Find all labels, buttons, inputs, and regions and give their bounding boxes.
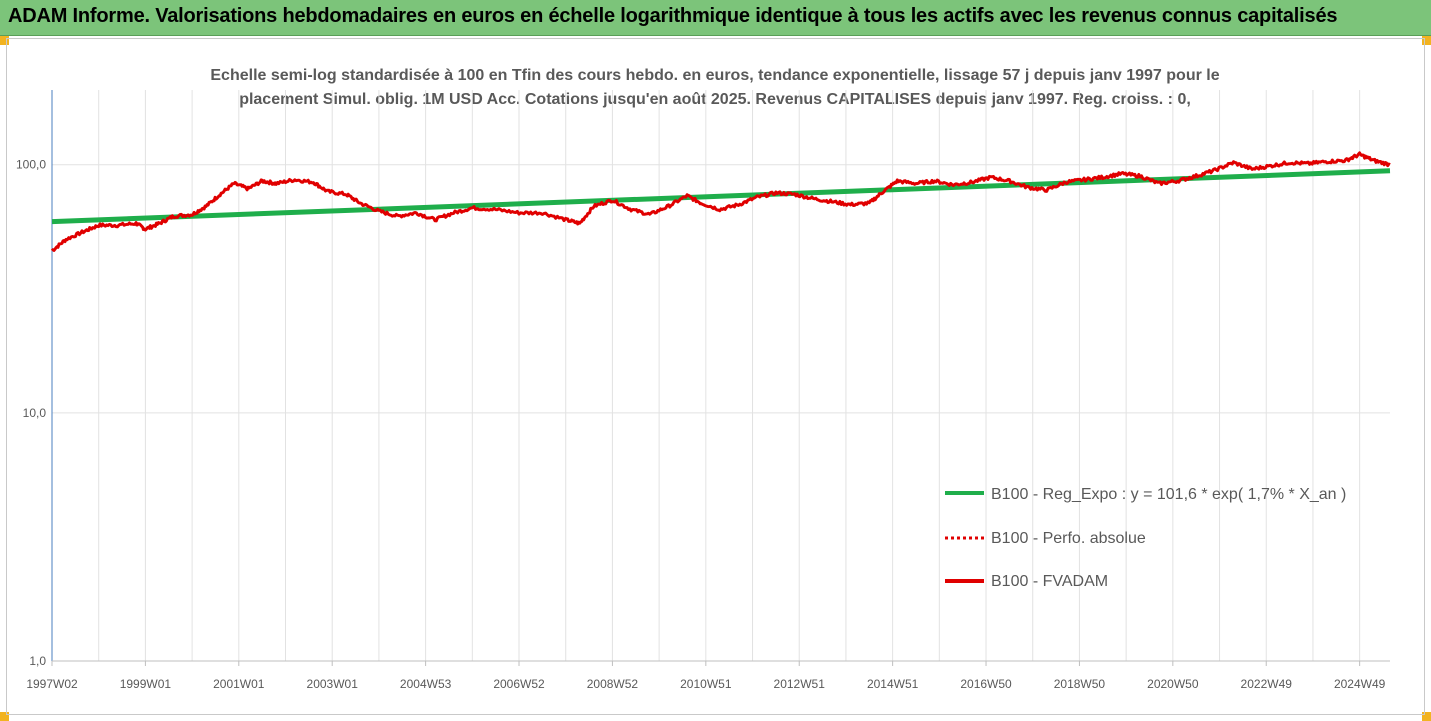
banner-title: ADAM Informe. Valorisations hebdomadaire…: [8, 5, 1338, 27]
corner-marker-bottom-left: [0, 712, 9, 721]
x-tick-label: 2014W51: [867, 677, 919, 691]
x-tick-label: 2018W50: [1054, 677, 1106, 691]
y-tick-label: 100,0: [16, 158, 46, 172]
x-tick-label: 1999W01: [120, 677, 172, 691]
x-tick-label: 2024W49: [1334, 677, 1386, 691]
chart-frame: [6, 38, 1425, 715]
x-tick-label: 2012W51: [774, 677, 826, 691]
axis-layer: 1,0 10,0 100,0 1997W02 1999W01 2001W01 2003W01…: [16, 90, 1390, 691]
x-tick-label: 2008W52: [587, 677, 639, 691]
legend-label-perf: B100 - Perfo. absolue: [991, 530, 1146, 547]
series-layer: [50, 151, 1391, 252]
corner-marker-top-right: [1422, 36, 1431, 45]
chart-subtitle-line-2: placement Simul. oblig. 1M USD Acc. Cota…: [239, 91, 1191, 108]
series-line-0: [51, 168, 1391, 225]
grid-layer: [52, 90, 1390, 662]
corner-marker-top-left: [0, 36, 9, 45]
title-banner: ADAM Informe. Valorisations hebdomadaire…: [0, 0, 1431, 36]
x-tick-label: 1997W02: [26, 677, 78, 691]
x-tick-label: 2001W01: [213, 677, 265, 691]
x-tick-label: 2003W01: [307, 677, 359, 691]
corner-marker-bottom-right: [1422, 712, 1431, 721]
legend-label-fvadam: B100 - FVADAM: [991, 573, 1108, 590]
series-line-2: [50, 151, 1391, 252]
legend: B100 - Reg_Expo : y = 101,6 * exp( 1,7% …: [945, 486, 1346, 590]
y-tick-label: 10,0: [23, 406, 47, 420]
x-tick-label: 2004W53: [400, 677, 452, 691]
x-tick-label: 2016W50: [960, 677, 1012, 691]
x-tick-label: 2022W49: [1241, 677, 1293, 691]
x-tick-label: 2006W52: [493, 677, 545, 691]
y-tick-label: 1,0: [29, 654, 46, 668]
x-tick-label: 2010W51: [680, 677, 732, 691]
x-tick-label: 2020W50: [1147, 677, 1199, 691]
legend-label-trend: B100 - Reg_Expo : y = 101,6 * exp( 1,7% …: [991, 486, 1346, 503]
chart-subtitle-line-1: Echelle semi-log standardisée à 100 en T…: [210, 67, 1220, 84]
chart-subtitle: Echelle semi-log standardisée à 100 en T…: [120, 64, 1310, 112]
